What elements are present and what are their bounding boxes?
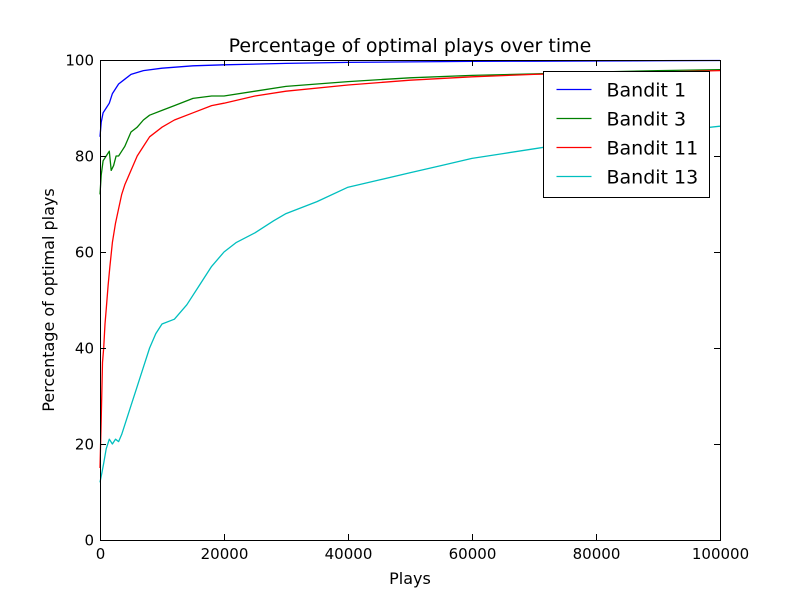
legend-label-3: Bandit 11 — [607, 138, 699, 160]
y-tick-label: 100 — [65, 52, 94, 70]
series-layer — [99, 59, 721, 483]
legend-label-1: Bandit 1 — [607, 80, 687, 102]
y-tick-label: 20 — [75, 436, 94, 454]
y-tick-label: 80 — [75, 148, 94, 166]
x-tick-label: 80000 — [573, 545, 621, 563]
legend-label-2: Bandit 3 — [607, 109, 687, 131]
y-tick-label: 0 — [84, 532, 94, 550]
legend-label-4: Bandit 13 — [607, 167, 699, 189]
y-tick-label: 60 — [75, 244, 94, 262]
y-tick-label: 40 — [75, 340, 94, 358]
y-axis-label: Percentage of optimal plays — [39, 188, 58, 411]
series-line-3 — [99, 69, 721, 469]
series-line-2 — [99, 68, 721, 195]
x-tick-label: 60000 — [449, 545, 497, 563]
ticks-layer: 0 20000 40000 60000 80000 100000 0 20 40 60 80 100 — [65, 52, 749, 564]
x-tick-label: 40000 — [325, 545, 373, 563]
x-axis-label: Plays — [389, 569, 431, 588]
chart-title: Percentage of optimal plays over time — [229, 35, 592, 57]
x-tick-label: 20000 — [201, 545, 249, 563]
series-line-1 — [99, 59, 721, 137]
x-tick-label: 0 — [96, 545, 106, 563]
series-line-4 — [99, 125, 721, 483]
plot-frame — [100, 60, 721, 541]
x-tick-label: 100000 — [692, 545, 749, 563]
legend: Bandit 1 Bandit 3 Bandit 11 Bandit 13 — [543, 71, 710, 198]
